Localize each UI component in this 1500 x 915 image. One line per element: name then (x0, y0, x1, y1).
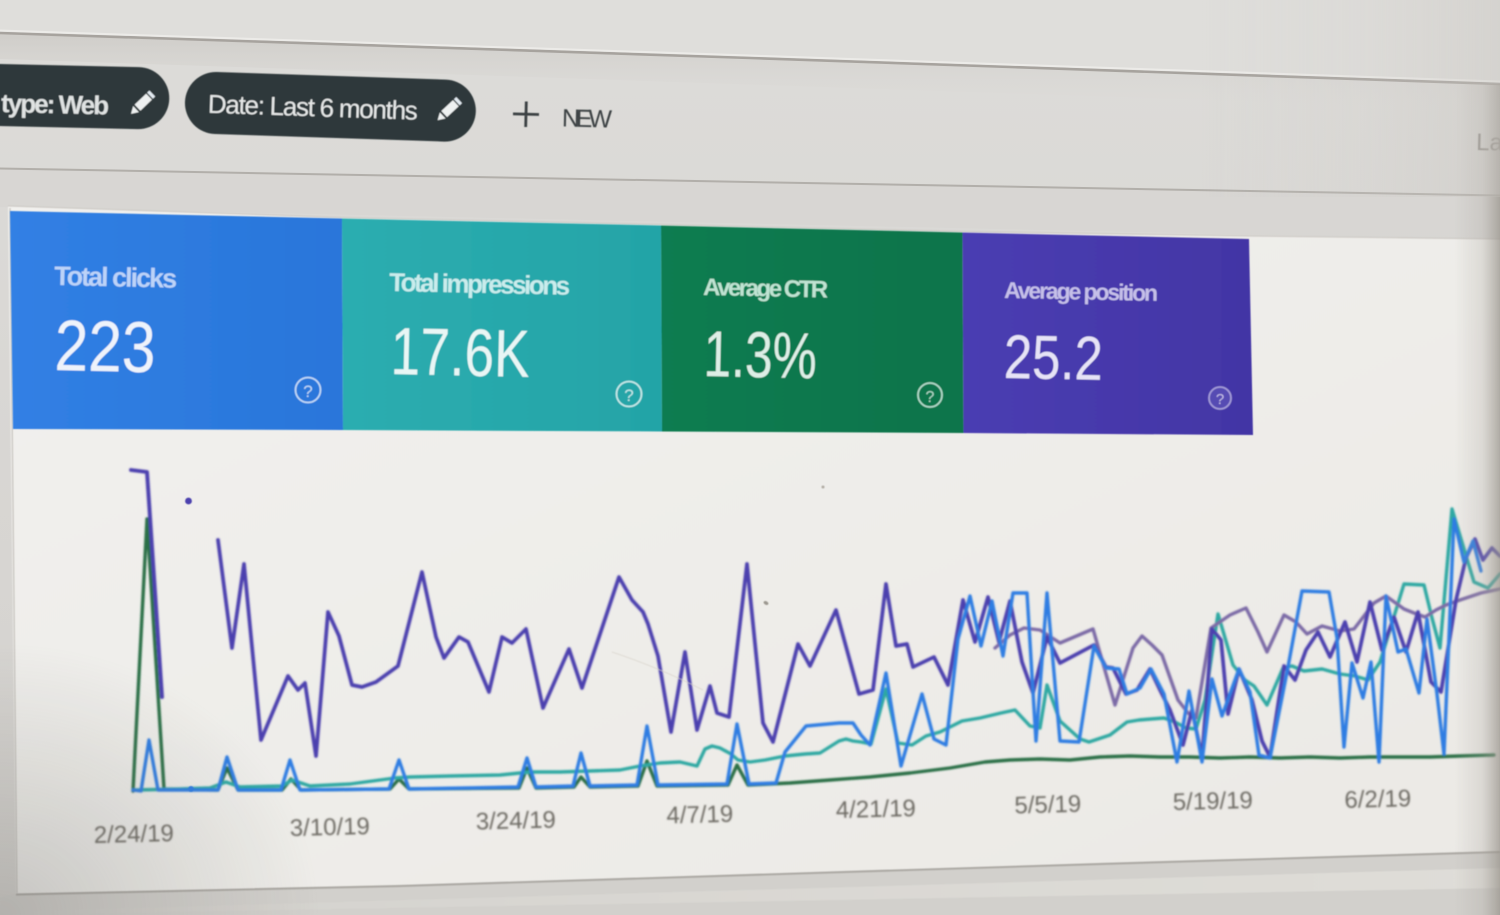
svg-text:1.3%: 1.3% (703, 317, 818, 392)
svg-text:17.6K: 17.6K (390, 314, 531, 392)
svg-text:Total impressions: Total impressions (389, 267, 571, 301)
svg-text:?: ? (624, 386, 633, 405)
svg-text:223: 223 (54, 306, 157, 388)
svg-text:Average position: Average position (1004, 277, 1158, 306)
svg-text:3/24/19: 3/24/19 (475, 807, 556, 836)
svg-text:NEW: NEW (562, 104, 615, 133)
svg-text:?: ? (303, 382, 312, 401)
svg-text:?: ? (1216, 391, 1224, 408)
svg-text:Date: Last 6 months: Date: Last 6 months (207, 89, 418, 126)
svg-text:5/5/19: 5/5/19 (1014, 791, 1081, 820)
svg-text:type: Web: type: Web (1, 88, 110, 120)
svg-text:?: ? (926, 389, 935, 406)
svg-text:5/19/19: 5/19/19 (1172, 787, 1253, 816)
svg-text:Average CTR: Average CTR (703, 274, 829, 304)
svg-text:25.2: 25.2 (1003, 323, 1103, 394)
svg-text:4/21/19: 4/21/19 (835, 795, 916, 824)
svg-text:6/2/19: 6/2/19 (1344, 785, 1411, 814)
svg-text:Total clicks: Total clicks (54, 261, 178, 294)
svg-text:4/7/19: 4/7/19 (666, 801, 733, 830)
